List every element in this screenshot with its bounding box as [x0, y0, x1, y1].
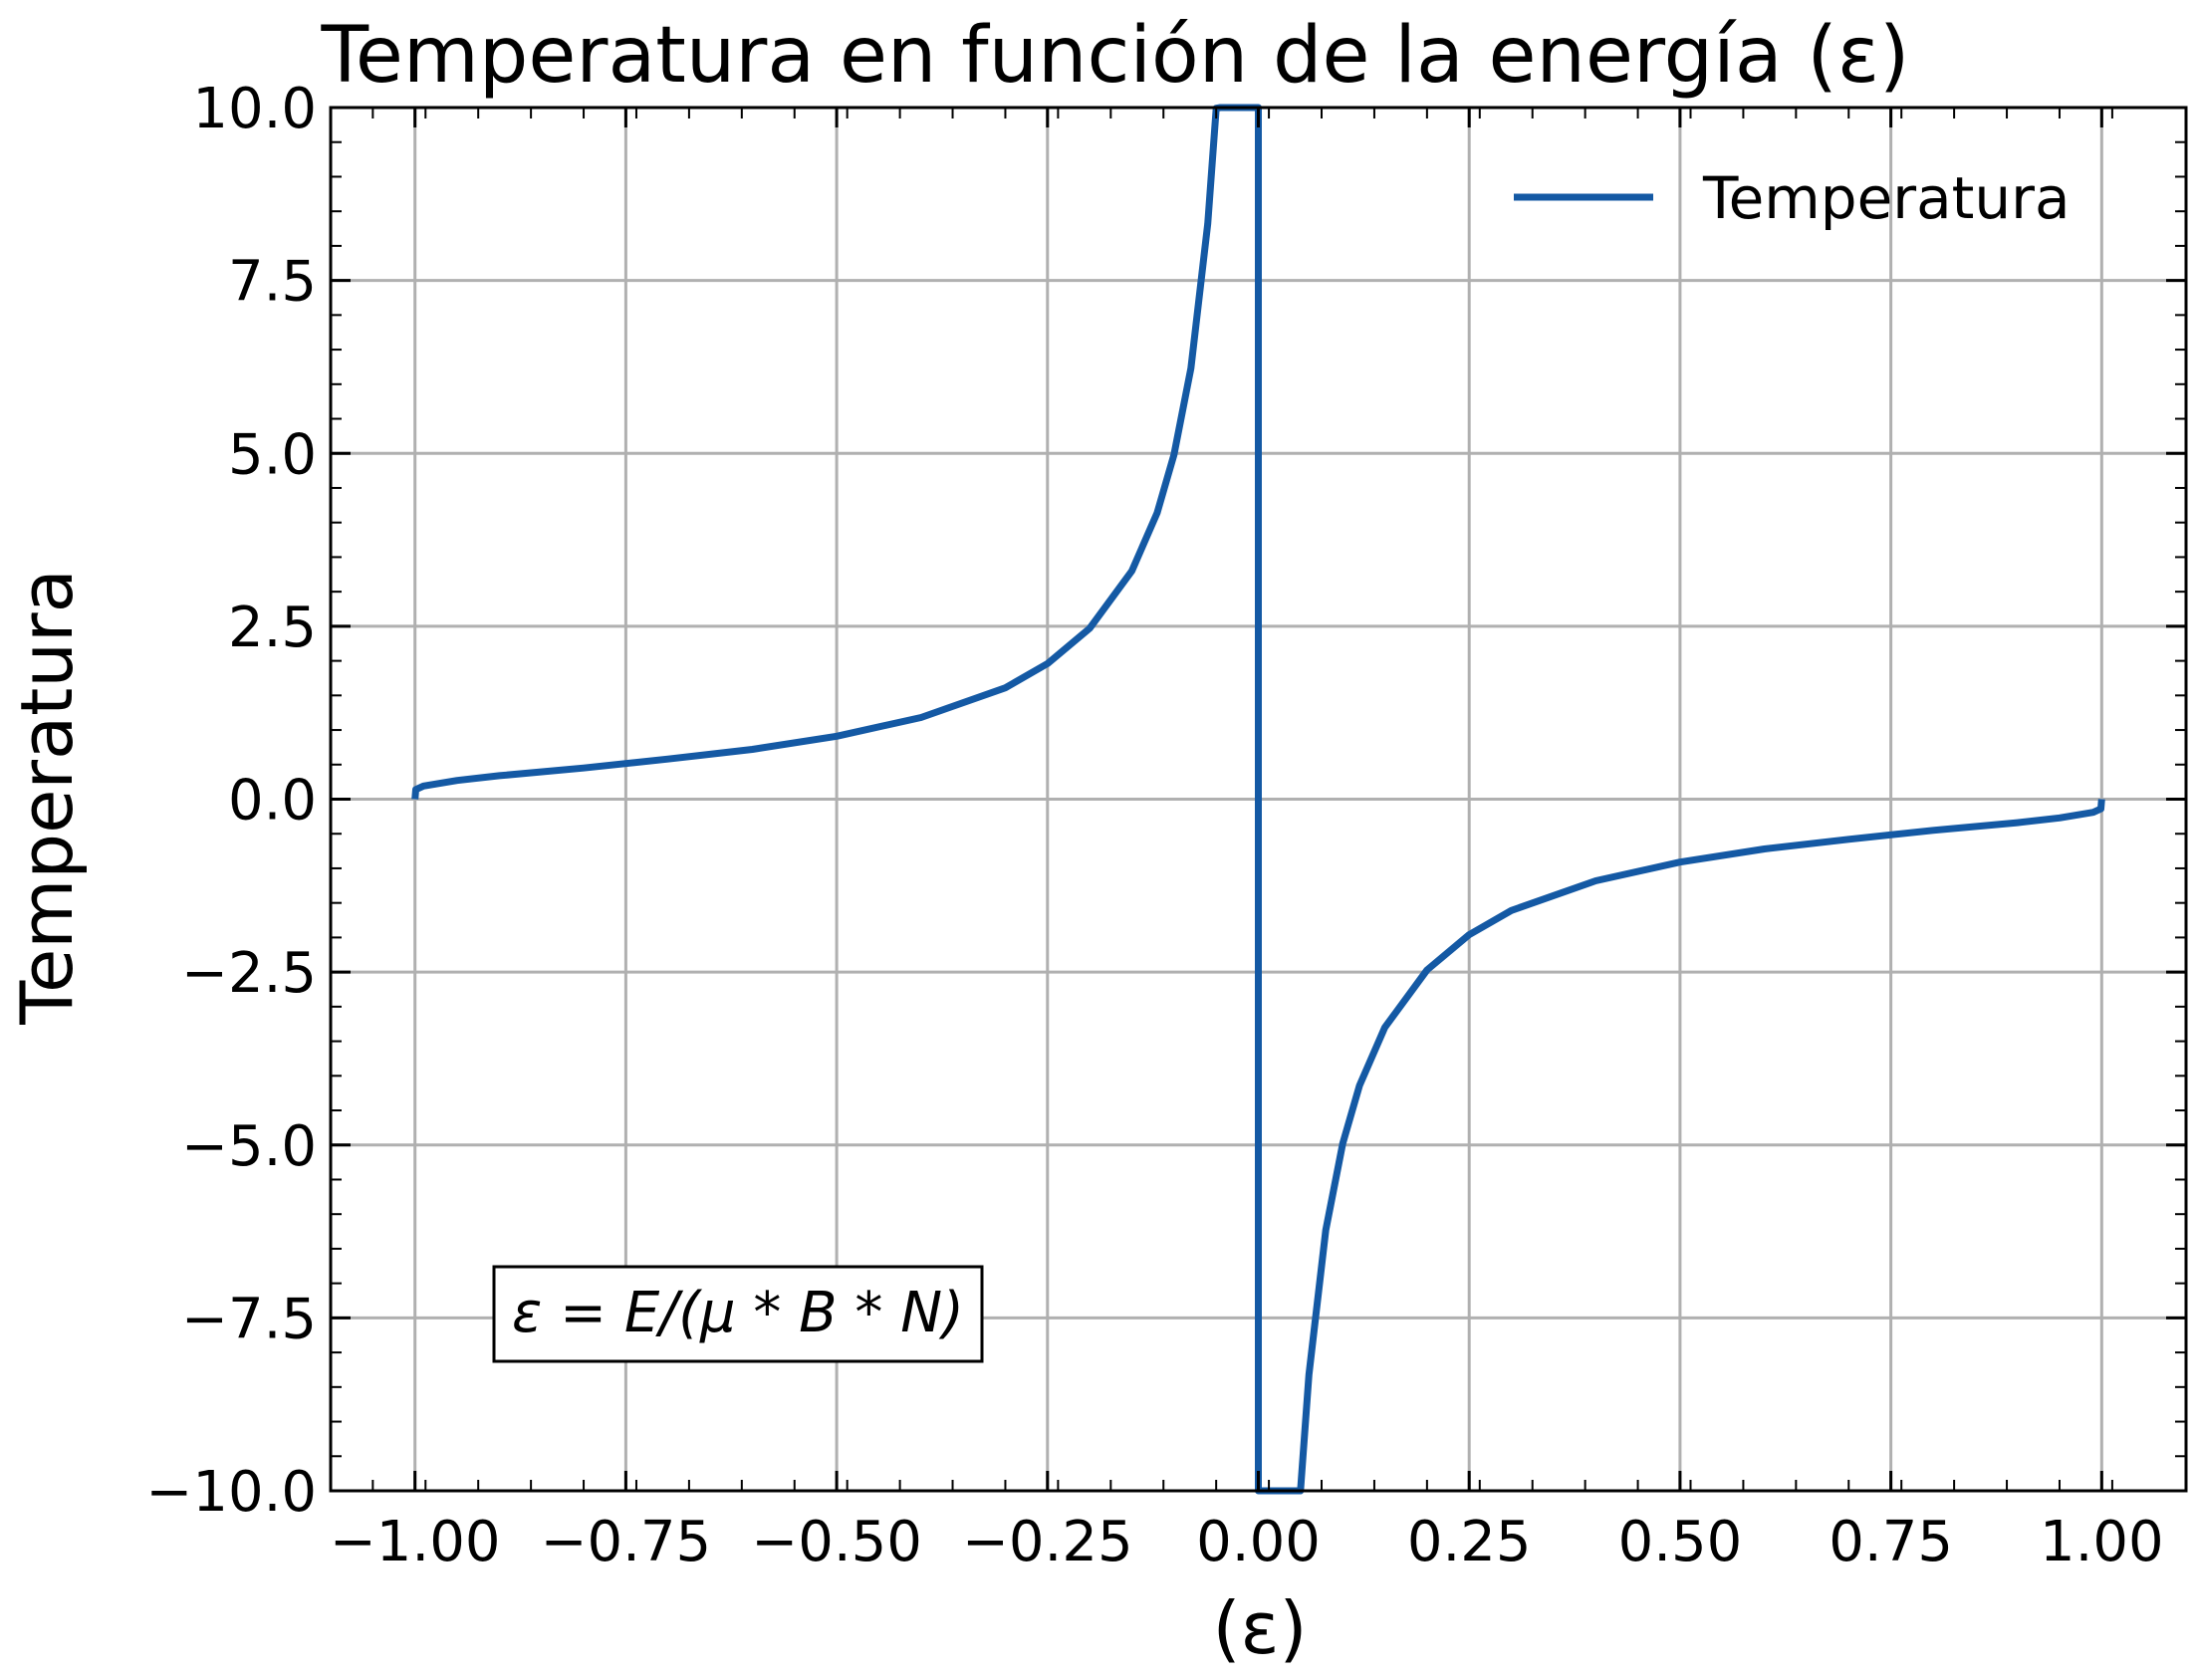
y-tick-label: 5.0 [228, 422, 317, 487]
annotation-box [492, 1265, 984, 1363]
y-axis-label: Temperatura [5, 569, 89, 1026]
x-tick-label: 0.00 [1196, 1510, 1321, 1574]
tick-labels: −1.00 −0.75 −0.50 −0.25 0.00 0.25 0.50 0.75 1.00… [145, 77, 2163, 1574]
x-tick-label: 1.00 [2040, 1510, 2164, 1574]
legend: Temperatura [1514, 164, 2071, 232]
x-tick-label: −0.50 [751, 1510, 922, 1574]
y-tick-label: −5.0 [181, 1114, 317, 1179]
x-tick-label: −1.00 [330, 1510, 501, 1574]
legend-label-temperatura: Temperatura [1702, 164, 2071, 232]
formula-annotation: ε = E/(μ * B * N) [492, 1265, 984, 1363]
x-axis-label: (ε) [1212, 1586, 1307, 1670]
annotation-text: ε = E/(μ * B * N) [512, 1281, 964, 1345]
chart-title: Temperatura en función de la energía (ε) [321, 11, 1910, 101]
x-tick-label: 0.25 [1407, 1510, 1532, 1574]
y-tick-label: 2.5 [228, 596, 317, 660]
x-tick-label: 0.75 [1829, 1510, 1953, 1574]
x-tick-label: −0.25 [962, 1510, 1133, 1574]
x-tick-label: −0.75 [541, 1510, 712, 1574]
y-tick-label: 0.0 [228, 769, 317, 834]
y-tick-label: −2.5 [181, 941, 317, 1006]
y-tick-label: −7.5 [181, 1287, 317, 1351]
x-tick-label: 0.50 [1618, 1510, 1743, 1574]
y-tick-label: 7.5 [228, 250, 317, 315]
y-tick-label: 10.0 [192, 77, 317, 141]
axis-ticks [331, 106, 2186, 1493]
y-tick-label: −10.0 [145, 1460, 317, 1525]
